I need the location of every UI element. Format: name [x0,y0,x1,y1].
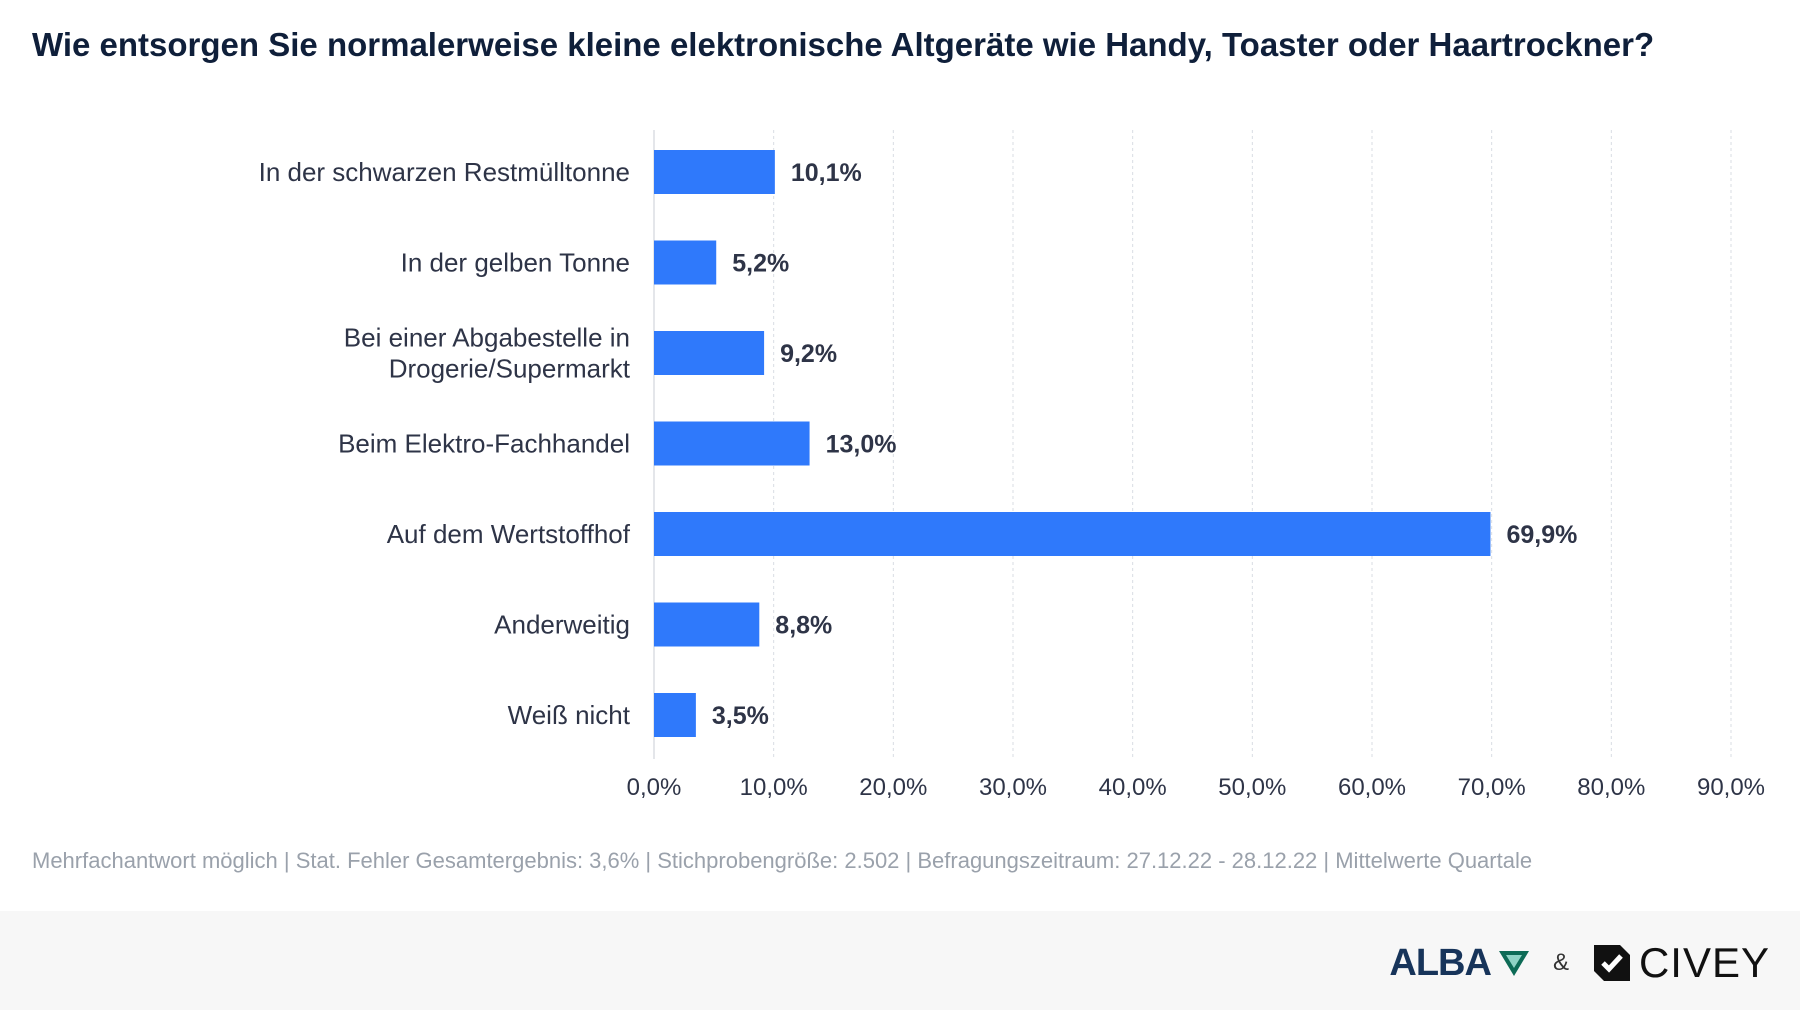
bar-chart: 0,0% 10,0% 20,0% 30,0% 40,0% 50,0% 60,0% 70,0% 8… [259,130,1765,801]
bar-value-label: 9,2% [780,340,837,368]
x-tick-label: 80,0% [1577,774,1645,801]
category-label: Bei einer Abgabestelle in [344,323,630,353]
bar [654,512,1491,556]
category-label: Drogerie/Supermarkt [389,354,631,384]
footer: ALBA & CIVEY [0,911,1800,1010]
x-tick-label: 60,0% [1338,774,1406,801]
bar [654,693,696,737]
x-tick-label: 70,0% [1458,774,1526,801]
bar [654,240,717,285]
civey-logo-text: CIVEY [1638,939,1770,986]
bar-value-label: 3,5% [712,702,769,730]
category-label: Auf dem Wertstoffhof [387,519,631,549]
bar-value-label: 69,9% [1506,521,1577,549]
bar [654,331,765,375]
bar [654,602,760,647]
alba-leaf-icon [1498,951,1529,976]
chart-title: Wie entsorgen Sie normalerweise kleine e… [32,26,1655,63]
civey-logo: CIVEY [1591,939,1770,987]
x-tick-label: 20,0% [859,774,927,801]
x-tick-label: 30,0% [979,774,1047,801]
alba-logo: ALBA [1389,942,1531,985]
bar-value-label: 13,0% [826,431,897,459]
category-label: In der gelben Tonne [401,248,630,278]
civey-mark-icon [1593,945,1630,981]
bar [654,150,775,194]
x-tick-label: 40,0% [1099,774,1167,801]
category-label: In der schwarzen Restmülltonne [259,157,630,187]
methodology-note: Mehrfachantwort möglich | Stat. Fehler G… [32,848,1533,873]
x-tick-label: 10,0% [740,774,808,801]
category-label: Anderweitig [494,610,630,640]
bar [654,421,810,466]
bar-value-label: 5,2% [732,250,789,278]
alba-logo-text: ALBA [1389,941,1492,984]
category-label: Weiß nicht [508,700,631,730]
bar-value-label: 10,1% [791,159,862,187]
bar-value-label: 8,8% [775,612,832,640]
x-tick-label: 0,0% [627,774,682,801]
ampersand: & [1552,949,1569,976]
x-tick-label: 90,0% [1697,774,1765,801]
logo-row: ALBA & CIVEY [1389,939,1770,987]
category-label: Beim Elektro-Fachhandel [338,429,630,459]
x-tick-label: 50,0% [1218,774,1286,801]
